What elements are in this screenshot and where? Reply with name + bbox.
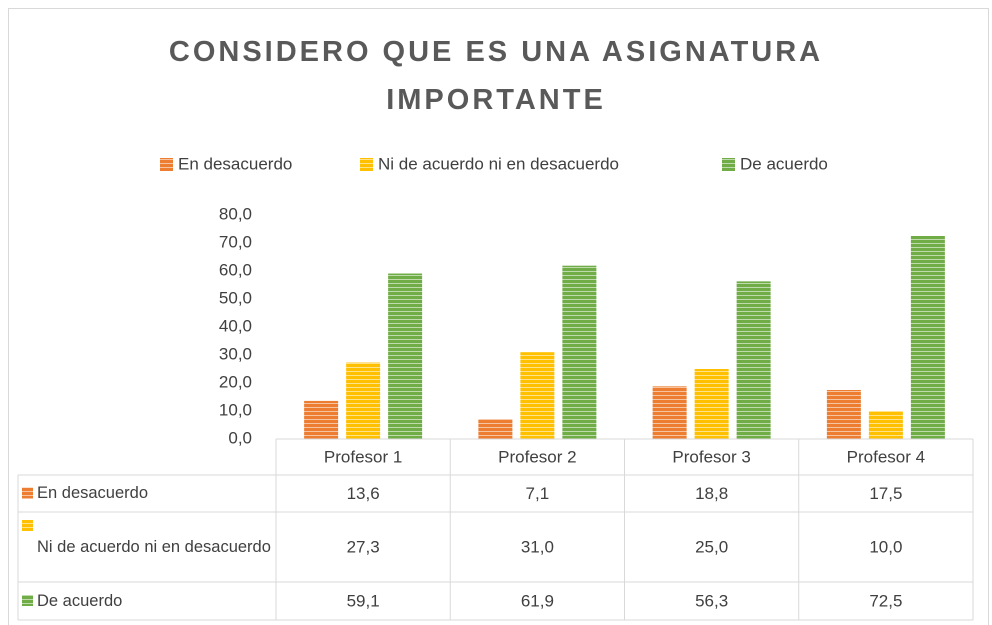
legend-label: De acuerdo (740, 154, 828, 173)
row-key-swatch (22, 520, 33, 531)
y-tick-label: 0,0 (228, 428, 252, 447)
legend-key (722, 158, 735, 171)
row-key-swatch (22, 595, 33, 606)
y-tick-label: 30,0 (219, 344, 252, 363)
x-tick-label: Profesor 1 (324, 447, 402, 466)
legend-label: En desacuerdo (178, 154, 292, 173)
table-value: 7,1 (526, 484, 550, 503)
bar (736, 281, 771, 439)
bar (910, 236, 945, 439)
table-value: 59,1 (347, 591, 380, 610)
bar (388, 273, 423, 439)
row-header-label: Ni de acuerdo ni en desacuerdo (37, 537, 271, 556)
bar (694, 369, 729, 439)
x-tick-label: Profesor 3 (672, 447, 750, 466)
bar (868, 411, 903, 439)
row-header: Ni de acuerdo ni en desacuerdo (22, 512, 274, 582)
table-value: 56,3 (695, 591, 728, 610)
title-box: CONSIDERO QUE ES UNA ASIGNATURA IMPORTAN… (168, 36, 824, 116)
row-key-swatch (22, 487, 33, 499)
row-header-box: En desacuerdo (22, 475, 274, 512)
y-tick-label: 10,0 (219, 400, 252, 419)
table-value: 31,0 (521, 537, 554, 556)
bar (562, 265, 597, 439)
y-tick-label: 60,0 (219, 260, 252, 279)
table-value: 17,5 (869, 484, 902, 503)
table-value: 72,5 (869, 591, 902, 610)
row-header-box: De acuerdo (22, 582, 274, 620)
bar (826, 390, 861, 439)
table-value: 25,0 (695, 537, 728, 556)
x-tick-label: Profesor 4 (847, 447, 925, 466)
table-value: 10,0 (869, 537, 902, 556)
legend-key (360, 158, 373, 171)
table-value: 13,6 (347, 484, 380, 503)
row-header-label: De acuerdo (37, 591, 123, 610)
row-header-label: En desacuerdo (37, 484, 148, 502)
row-header-box: Ni de acuerdo ni en desacuerdo (22, 512, 274, 582)
y-tick-label: 80,0 (219, 204, 252, 223)
row-header: De acuerdo (22, 582, 274, 620)
table-value: 61,9 (521, 591, 554, 610)
y-tick-label: 40,0 (219, 316, 252, 335)
table-value: 18,8 (695, 484, 728, 503)
y-tick-label: 70,0 (219, 232, 252, 251)
bar (652, 386, 687, 439)
table-value: 27,3 (347, 537, 380, 556)
bar (520, 352, 555, 439)
y-tick-label: 20,0 (219, 372, 252, 391)
bar (304, 400, 339, 439)
chart-border (8, 8, 989, 625)
legend-key (160, 158, 173, 171)
chart-title: CONSIDERO QUE ES UNA ASIGNATURA IMPORTAN… (168, 36, 824, 116)
y-tick-label: 50,0 (219, 288, 252, 307)
legend-label: Ni de acuerdo ni en desacuerdo (378, 154, 619, 173)
row-header: En desacuerdo (22, 475, 274, 512)
bar (478, 419, 513, 439)
x-tick-label: Profesor 2 (498, 447, 576, 466)
bar (346, 362, 381, 439)
